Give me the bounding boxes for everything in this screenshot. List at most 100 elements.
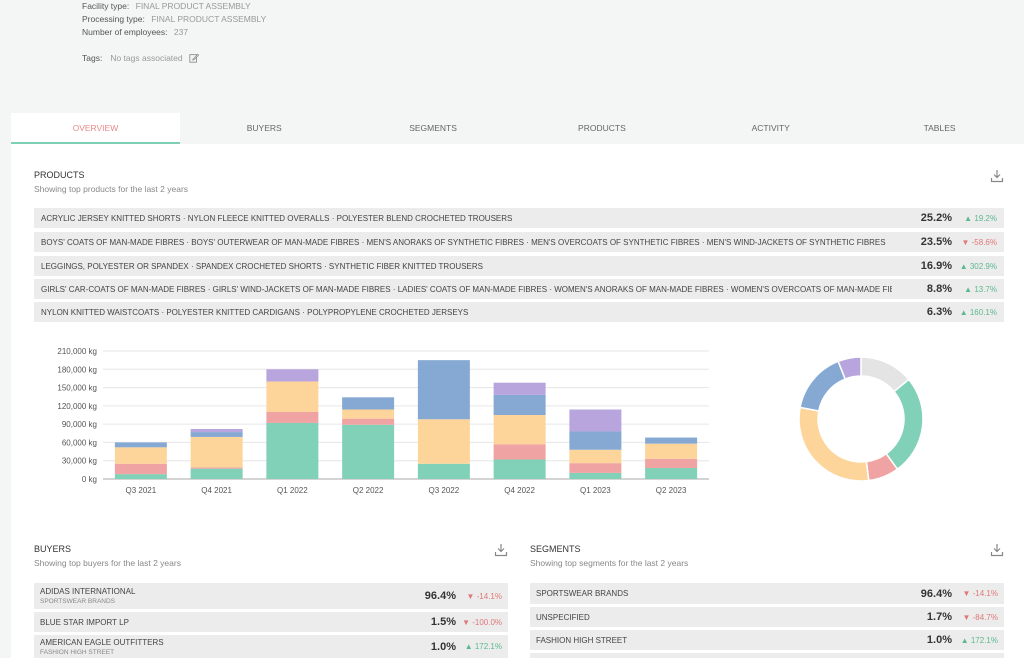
bar-segment[interactable] bbox=[493, 394, 546, 415]
bar-segment[interactable] bbox=[266, 411, 319, 423]
buyer-row-name: BLUE STAR IMPORT LP bbox=[40, 617, 129, 627]
bar-segment[interactable] bbox=[114, 447, 167, 464]
bar-segment[interactable] bbox=[493, 444, 546, 460]
bar-segment[interactable] bbox=[417, 360, 470, 420]
product-row-change: ▲ 302.9% bbox=[959, 261, 997, 271]
product-row[interactable]: LEGGINGS, POLYESTER OR SPANDEX · SPANDEX… bbox=[34, 256, 1004, 276]
bar-segment[interactable] bbox=[190, 468, 243, 479]
processing-type-value: FINAL PRODUCT ASSEMBLY bbox=[151, 14, 267, 24]
bar-segment[interactable] bbox=[569, 472, 622, 479]
y-tick-label: 120,000 kg bbox=[57, 402, 97, 411]
y-tick-label: 150,000 kg bbox=[57, 384, 97, 393]
segment-row-share: 1.0% bbox=[926, 634, 952, 646]
bar-segment[interactable] bbox=[266, 369, 319, 382]
employees-label: Number of employees: bbox=[82, 27, 168, 37]
buyer-row-name: AMERICAN EAGLE OUTFITTERS bbox=[40, 637, 164, 647]
segments-title: SEGMENTS bbox=[530, 544, 581, 554]
tab-buyers[interactable]: BUYERS bbox=[246, 123, 282, 133]
tab-activity[interactable]: ACTIVITY bbox=[751, 123, 790, 133]
product-row-share: 6.3% bbox=[926, 306, 952, 318]
bar-segment[interactable] bbox=[569, 463, 622, 473]
buyers-download-icon[interactable] bbox=[494, 543, 508, 557]
segment-row[interactable]: SPORTSWEAR BRANDS 96.4% ▼ -14.1% bbox=[530, 583, 1004, 604]
product-share-donut-chart bbox=[798, 356, 924, 482]
bar-segment[interactable] bbox=[493, 459, 546, 479]
facility-type-value: FINAL PRODUCT ASSEMBLY bbox=[135, 1, 251, 11]
segment-row-name: UNSPECIFIED bbox=[536, 612, 590, 622]
product-row[interactable]: BOYS' COATS OF MAN-MADE FIBRES · BOYS' O… bbox=[34, 232, 1004, 252]
bar-segment[interactable] bbox=[569, 449, 622, 464]
bar-segment[interactable] bbox=[645, 437, 698, 444]
facility-type-label: Facility type: bbox=[82, 1, 130, 11]
bar-segment[interactable] bbox=[114, 463, 167, 475]
y-tick-label: 180,000 kg bbox=[57, 365, 97, 374]
buyer-row-change: ▼ -14.1% bbox=[466, 591, 503, 601]
product-row-name: BOYS' COATS OF MAN-MADE FIBRES · BOYS' O… bbox=[41, 237, 886, 247]
bar-segment[interactable] bbox=[114, 442, 167, 448]
bar-segment[interactable] bbox=[190, 429, 243, 433]
bar-segment[interactable] bbox=[493, 382, 546, 395]
donut-slice[interactable] bbox=[837, 356, 862, 380]
bar-segment[interactable] bbox=[569, 409, 622, 432]
tab-products[interactable]: PRODUCTS bbox=[578, 123, 626, 133]
buyer-row[interactable]: BLUE STAR IMPORT LP 1.5% ▼ -100.0% bbox=[34, 612, 508, 632]
bar-segment[interactable] bbox=[417, 463, 470, 479]
bar-segment[interactable] bbox=[645, 458, 698, 469]
bar-segment[interactable] bbox=[342, 397, 395, 410]
bar-segment[interactable] bbox=[190, 432, 243, 437]
product-row[interactable]: ACRYLIC JERSEY KNITTED SHORTS · NYLON FL… bbox=[34, 208, 1004, 228]
tab-bar: OVERVIEW BUYERS SEGMENTS PRODUCTS ACTIVI… bbox=[11, 113, 1024, 144]
x-tick-label: Q3 2021 bbox=[126, 486, 157, 495]
bar-segment[interactable] bbox=[342, 424, 395, 479]
tab-overview[interactable]: OVERVIEW bbox=[11, 113, 180, 144]
donut-slice[interactable] bbox=[885, 378, 924, 471]
facility-type-row: Facility type: FINAL PRODUCT ASSEMBLY bbox=[82, 0, 266, 13]
bar-segment[interactable] bbox=[342, 418, 395, 425]
buyer-row-share: 1.0% bbox=[430, 640, 456, 653]
x-tick-label: Q1 2023 bbox=[580, 486, 611, 495]
x-tick-label: Q4 2021 bbox=[201, 486, 232, 495]
bar-segment[interactable] bbox=[342, 409, 395, 419]
segments-download-icon[interactable] bbox=[990, 543, 1004, 557]
buyer-row-change: ▲ 172.1% bbox=[464, 642, 502, 651]
bar-segment[interactable] bbox=[114, 474, 167, 479]
bar-segment[interactable] bbox=[266, 381, 319, 412]
bar-segment[interactable] bbox=[190, 467, 243, 469]
donut-slice[interactable] bbox=[798, 406, 870, 482]
bar-segment[interactable] bbox=[493, 415, 546, 445]
segment-row[interactable]: FASHION HIGH STREET 1.0% ▲ 172.1% bbox=[530, 630, 1004, 650]
x-tick-label: Q1 2022 bbox=[277, 486, 308, 495]
tab-tables[interactable]: TABLES bbox=[923, 123, 956, 133]
bar-segment[interactable] bbox=[190, 436, 243, 468]
product-row-name: NYLON KNITTED WAISTCOATS · POLYESTER KNI… bbox=[41, 307, 469, 317]
tags-row: Tags: No tags associated bbox=[82, 53, 266, 63]
tab-segments[interactable]: SEGMENTS bbox=[409, 123, 457, 133]
bar-segment[interactable] bbox=[645, 443, 698, 459]
bar-segment[interactable] bbox=[266, 422, 319, 479]
segment-row-name: SPORTSWEAR BRANDS bbox=[536, 589, 629, 598]
buyer-row[interactable]: ADIDAS INTERNATIONAL SPORTSWEAR BRANDS 9… bbox=[34, 583, 508, 609]
tags-value: No tags associated bbox=[110, 53, 183, 63]
processing-type-label: Processing type: bbox=[82, 14, 145, 24]
segment-row-share: 1.7% bbox=[926, 611, 952, 623]
bar-segment[interactable] bbox=[645, 468, 698, 479]
product-row[interactable]: NYLON KNITTED WAISTCOATS · POLYESTER KNI… bbox=[34, 302, 1004, 322]
buyer-row[interactable]: AMERICAN EAGLE OUTFITTERS FASHION HIGH S… bbox=[34, 635, 508, 658]
product-row[interactable]: GIRLS' CAR-COATS OF MAN-MADE FIBRES · GI… bbox=[34, 279, 1004, 299]
buyers-subtitle: Showing top buyers for the last 2 years bbox=[34, 558, 181, 568]
segment-row[interactable]: UNSPECIFIED 1.7% ▼ -84.7% bbox=[530, 607, 1004, 627]
product-row-change: ▲ 160.1% bbox=[959, 307, 997, 317]
products-download-icon[interactable] bbox=[990, 169, 1004, 183]
x-tick-label: Q2 2023 bbox=[656, 486, 687, 495]
donut-slice[interactable] bbox=[799, 360, 847, 412]
product-row-share: 25.2% bbox=[920, 212, 952, 224]
bar-segment[interactable] bbox=[569, 431, 622, 450]
bar-segment[interactable] bbox=[417, 419, 470, 464]
segment-row-share: 96.4% bbox=[920, 587, 952, 600]
buyer-row-change: ▼ -100.0% bbox=[462, 617, 502, 627]
tags-label: Tags: bbox=[82, 53, 103, 63]
segment-row[interactable] bbox=[530, 653, 1004, 658]
edit-tags-icon[interactable] bbox=[189, 53, 199, 63]
buyer-row-share: 96.4% bbox=[424, 590, 456, 602]
buyer-row-segment: SPORTSWEAR BRANDS bbox=[40, 598, 116, 605]
